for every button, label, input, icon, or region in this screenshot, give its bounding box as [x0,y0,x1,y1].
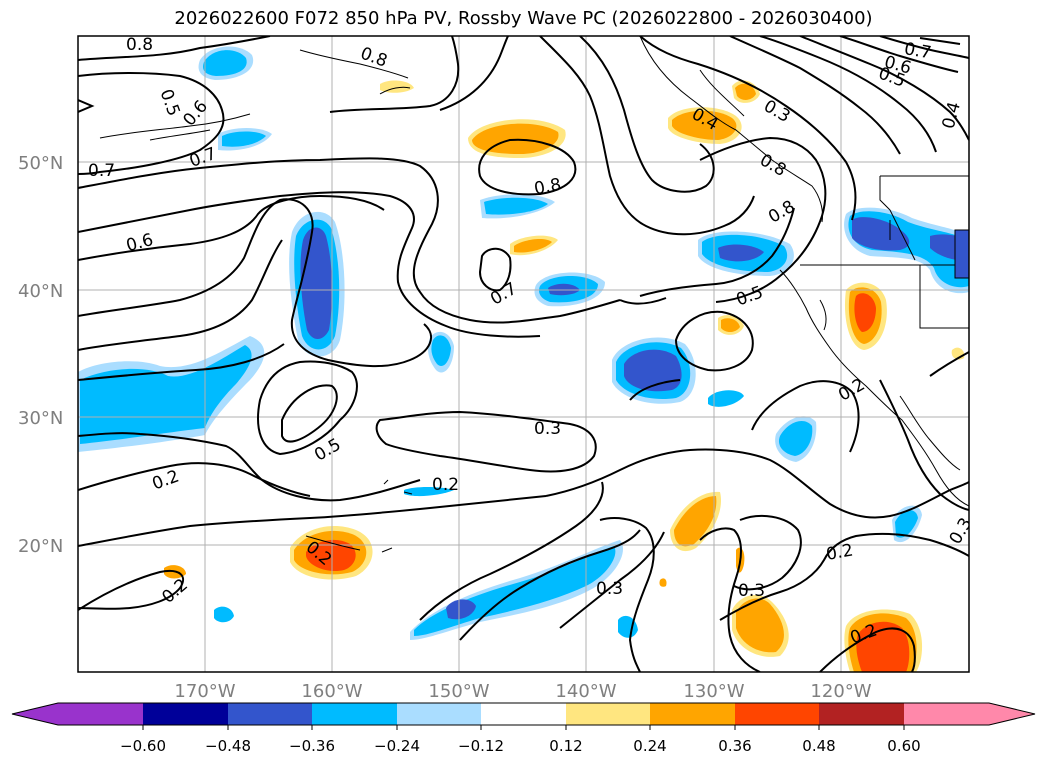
colorbar-tick: −0.12 [458,737,504,755]
colorbar-bin [143,703,228,725]
contour-label: 0.2 [150,466,182,494]
colorbar-tick: −0.24 [374,737,420,755]
colorbar-bin [566,703,650,725]
colorbar-tick: −0.36 [289,737,335,755]
colorbar-bin [819,703,904,725]
latitude-labels: 50°N 40°N 30°N 20°N [18,153,63,557]
contour-label: 0.3 [760,96,793,127]
contour-label: 0.3 [946,514,977,547]
lat-label: 20°N [18,536,63,557]
pv-contours [78,36,969,672]
contour-label: 0.8 [765,197,798,228]
contour-label: 0.8 [126,35,153,55]
contour-label: 0.2 [432,475,459,495]
contour-label: 0.8 [358,44,390,72]
colorbar-tick: −0.60 [120,737,166,755]
colorbar-bin [481,703,566,725]
lon-label: 130°W [683,681,744,702]
colorbar-tick: 0.24 [633,737,666,755]
colorbar: −0.60 −0.48 −0.36 −0.24 −0.12 0.12 0.24 … [11,702,1036,755]
coastlines [99,36,969,553]
colorbar-tick: 0.12 [549,737,582,755]
contour-label: 0.3 [534,419,561,439]
lat-label: 40°N [18,281,63,302]
contour-label: 0.8 [756,150,789,181]
colorbar-outline [11,702,1036,726]
contour-label: 0.6 [179,97,212,131]
colorbar-tick: 0.60 [887,737,920,755]
colorbar-tick: −0.48 [205,737,251,755]
lon-label: 160°W [301,681,362,702]
colorbar-bin [904,703,989,725]
contour-label: 0.7 [187,144,219,172]
lat-label: 30°N [18,408,63,429]
colorbar-bin [312,703,397,725]
contour-label: 0.2 [158,575,192,608]
map-title: 2026022600 F072 850 hPa PV, Rossby Wave … [174,8,873,29]
contour-label: 0.5 [311,435,344,466]
contour-label: 0.7 [903,39,933,63]
contour-label: 0.8 [533,175,563,199]
contour-label: 0.7 [88,161,115,181]
contour-label: 0.3 [596,579,623,599]
colorbar-bin [650,703,735,725]
negative-anomaly-fills [78,46,969,640]
plot-frame [77,35,970,673]
colorbar-extend-min [12,703,58,725]
colorbar-tick: 0.48 [802,737,835,755]
lat-label: 50°N [18,153,63,174]
contour-label: 0.7 [487,279,520,310]
lon-label: 170°W [174,681,235,702]
graticule [78,36,969,672]
contour-label: 0.5 [155,87,183,119]
colorbar-bin [735,703,819,725]
colorbar-extend-max [989,703,1035,725]
lon-label: 140°W [555,681,616,702]
colorbar-bin [58,703,143,725]
contour-label: 0.6 [124,230,155,256]
colorbar-bin [228,703,312,725]
contour-label: 0.2 [825,541,855,565]
contour-label: 0.2 [835,375,868,406]
colorbar-tick: 0.36 [718,737,751,755]
contour-label: 0.5 [734,282,766,310]
colorbar-bin [397,703,481,725]
longitude-labels: 170°W 160°W 150°W 140°W 130°W 120°W [174,681,871,702]
contour-label: 0.3 [738,581,765,601]
lon-label: 150°W [428,681,489,702]
lon-label: 120°W [810,681,871,702]
